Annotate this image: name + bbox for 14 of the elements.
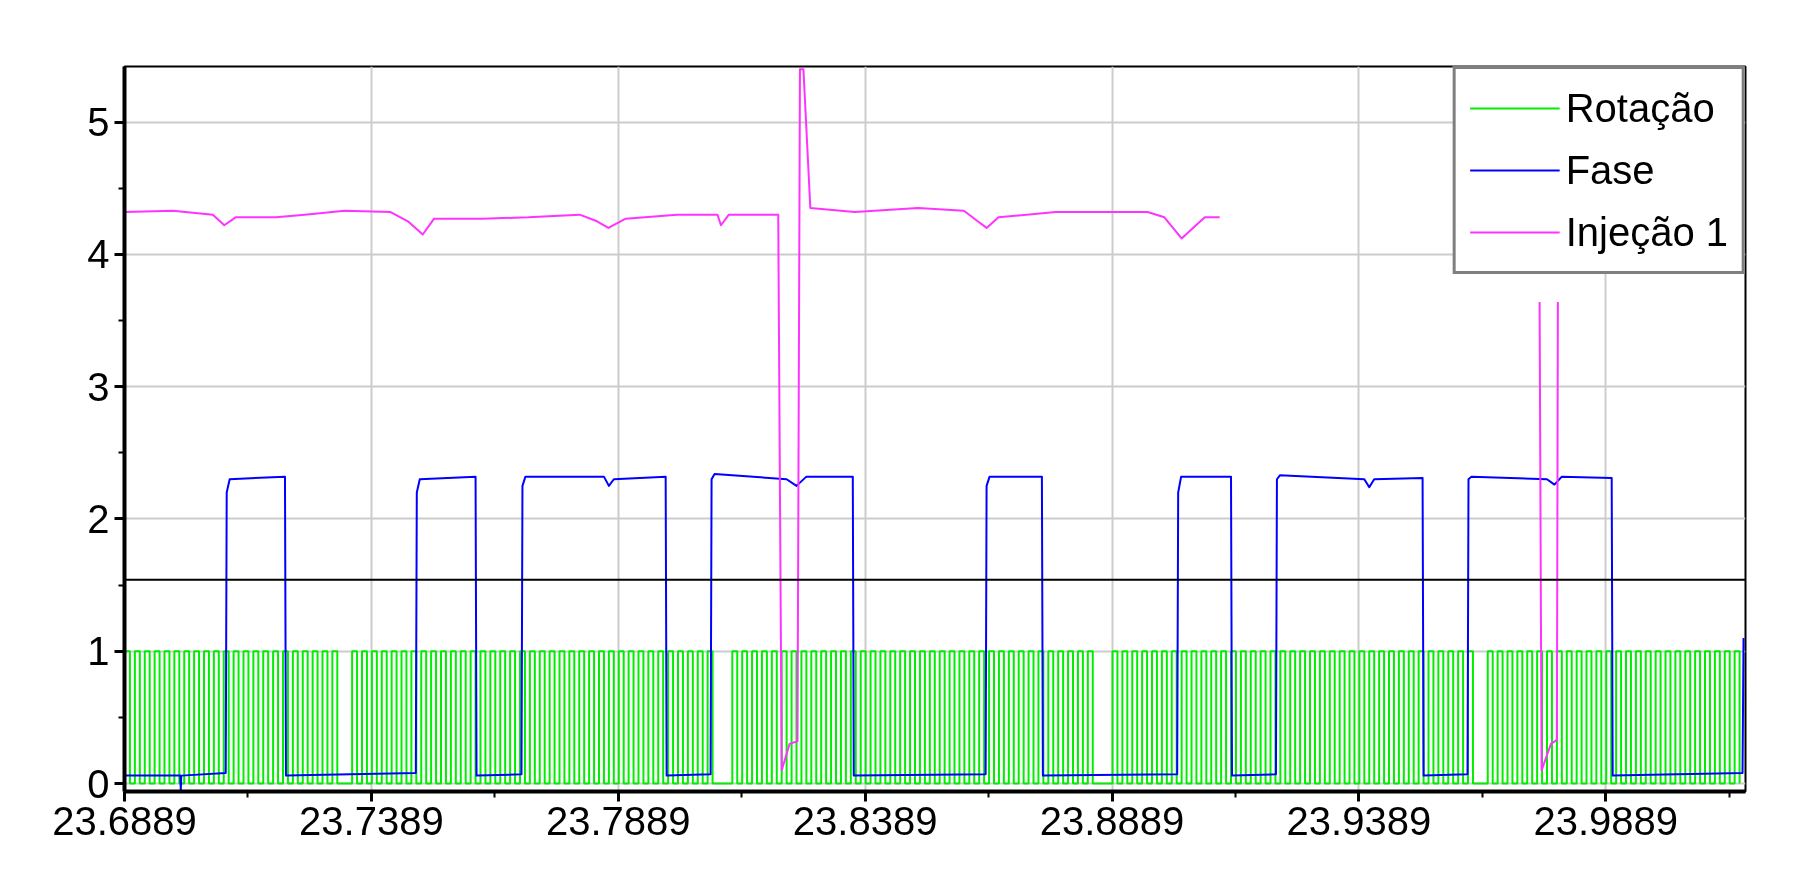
x-tick-label: 23.9389 [1286,798,1432,843]
x-tick-label: 23.8889 [1039,798,1185,843]
legend-label: Injeção 1 [1565,208,1728,256]
x-tick-label: 23.7389 [299,798,444,843]
y-tick-label: 4 [87,232,110,277]
x-tick-label: 23.7889 [545,798,691,843]
y-tick-label: 1 [87,629,110,674]
y-tick-label: 5 [87,100,110,145]
y-tick-label: 3 [87,364,110,409]
x-tick-label: 23.8389 [792,798,938,843]
legend-label: Rotação [1565,84,1715,132]
y-tick-label: 2 [87,496,110,541]
x-tick-label: 23.9889 [1533,798,1679,843]
legend-label: Fase [1565,146,1655,194]
